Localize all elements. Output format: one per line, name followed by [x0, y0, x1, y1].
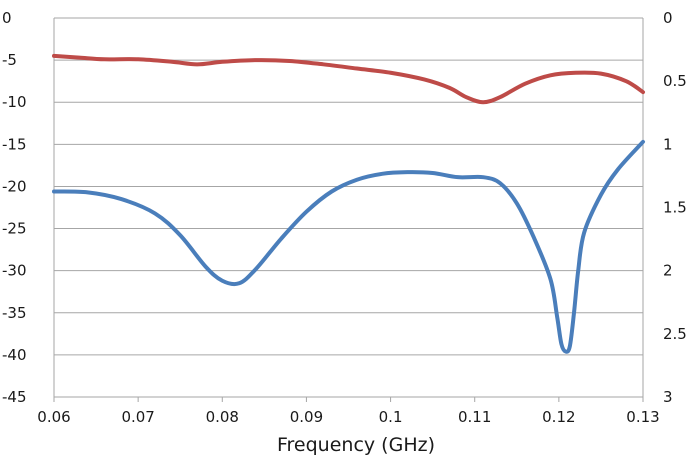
y-tick-label: -30 — [2, 262, 27, 280]
x-tick-label: 0.13 — [626, 408, 659, 426]
y2-tick-label: 0 — [663, 9, 673, 27]
axes — [53, 18, 644, 402]
y-tick-label: -15 — [2, 135, 27, 153]
y2-tick-label: 3 — [663, 388, 673, 406]
x-tick-label: 0.08 — [206, 408, 239, 426]
x-axis-title: Frequency (GHz) — [277, 434, 435, 456]
x-tick-label: 0.12 — [542, 408, 575, 426]
y-tick-label: -5 — [2, 51, 17, 69]
y-tick-label: -25 — [2, 220, 27, 238]
x-tick-label: 0.09 — [290, 408, 323, 426]
y2-tick-label: 2.5 — [663, 325, 687, 343]
y-tick-label: -10 — [2, 93, 27, 111]
y-tick-label: -45 — [2, 388, 27, 406]
series-lines — [52, 53, 645, 354]
x-tick-label: 0.1 — [379, 408, 403, 426]
y2-tick-label: 1 — [663, 135, 673, 153]
y2-tick-label: 2 — [663, 262, 673, 280]
y2-tick-label: 1.5 — [663, 199, 687, 217]
y-tick-label: -40 — [2, 346, 27, 364]
x-tick-label: 0.11 — [458, 408, 491, 426]
y2-tick-label: 0.5 — [663, 72, 687, 90]
series-line-1 — [52, 139, 645, 354]
y-tick-label: 0 — [2, 9, 12, 27]
y-tick-label: -35 — [2, 304, 27, 322]
x-tick-label: 0.06 — [37, 408, 70, 426]
x-tick-label: 0.07 — [121, 408, 154, 426]
series-line-2 — [52, 53, 645, 105]
y-tick-label: -20 — [2, 177, 27, 195]
tick-labels: 0 -5 -10 -15 -20 -25 -30 -35 -40 -45 0 0.5 1 1.5 2 2.5 3… — [2, 9, 687, 426]
